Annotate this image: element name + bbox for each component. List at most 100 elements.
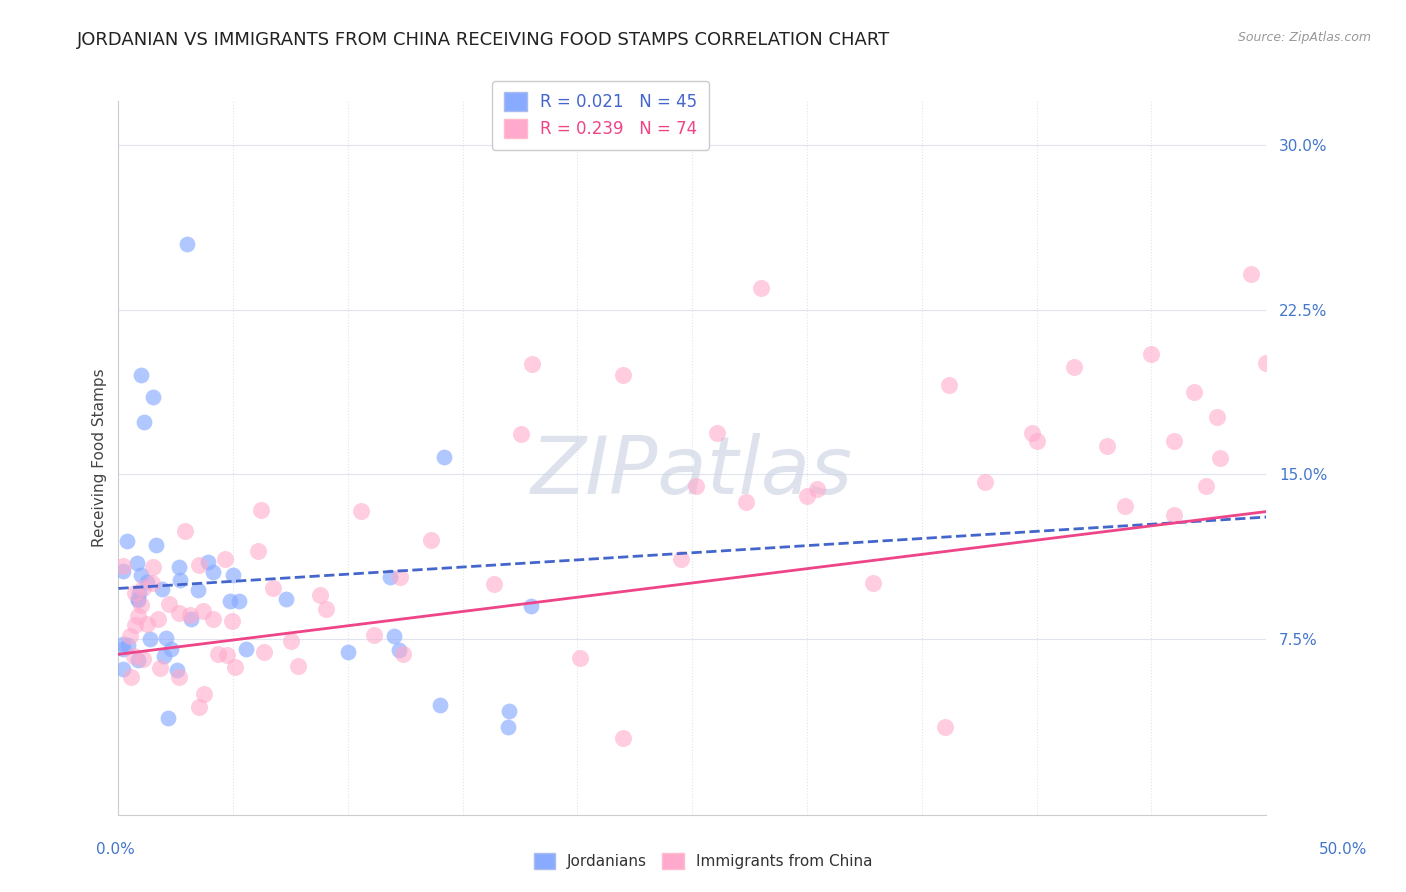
Point xyxy=(112,662,135,676)
Point xyxy=(1205,409,1227,424)
Point xyxy=(180,612,202,626)
Point xyxy=(132,581,155,595)
Point xyxy=(179,607,201,622)
Point xyxy=(222,568,245,582)
Point xyxy=(131,568,153,582)
Point xyxy=(974,475,997,489)
Point xyxy=(498,705,520,719)
Point xyxy=(156,711,179,725)
Point xyxy=(127,593,149,607)
Point xyxy=(671,552,693,566)
Point xyxy=(249,503,271,517)
Point xyxy=(167,670,190,684)
Legend: Jordanians, Immigrants from China: Jordanians, Immigrants from China xyxy=(527,847,879,875)
Point xyxy=(169,606,191,620)
Point xyxy=(157,597,180,611)
Point xyxy=(120,629,142,643)
Point xyxy=(1195,479,1218,493)
Point xyxy=(1209,450,1232,465)
Point xyxy=(128,585,150,599)
Point xyxy=(1254,356,1277,370)
Point xyxy=(520,599,543,614)
Point xyxy=(433,450,456,464)
Point xyxy=(131,368,153,383)
Point xyxy=(150,582,173,597)
Point xyxy=(315,602,337,616)
Point xyxy=(247,544,270,558)
Point xyxy=(127,609,149,624)
Point xyxy=(392,647,415,661)
Point xyxy=(141,575,163,590)
Point xyxy=(122,648,145,663)
Point xyxy=(612,368,634,383)
Point xyxy=(1182,384,1205,399)
Point xyxy=(146,612,169,626)
Point xyxy=(217,648,239,662)
Point xyxy=(1097,439,1119,453)
Point xyxy=(142,559,165,574)
Point xyxy=(253,645,276,659)
Point xyxy=(176,236,198,251)
Point xyxy=(350,504,373,518)
Point xyxy=(568,651,591,665)
Point xyxy=(287,659,309,673)
Point xyxy=(520,358,543,372)
Point xyxy=(132,416,155,430)
Point xyxy=(235,642,257,657)
Point xyxy=(112,637,135,651)
Text: ZIPatlas: ZIPatlas xyxy=(531,434,853,511)
Point xyxy=(112,564,135,578)
Point xyxy=(142,391,165,405)
Point xyxy=(207,647,229,661)
Point xyxy=(419,533,441,548)
Point xyxy=(1140,347,1163,361)
Point xyxy=(214,551,236,566)
Point xyxy=(187,699,209,714)
Point xyxy=(280,634,302,648)
Point xyxy=(112,558,135,573)
Point xyxy=(363,628,385,642)
Point xyxy=(193,687,215,701)
Point xyxy=(159,642,181,657)
Point xyxy=(132,652,155,666)
Point xyxy=(124,617,146,632)
Point xyxy=(1063,360,1085,375)
Point xyxy=(1240,268,1263,282)
Point xyxy=(749,280,772,294)
Point xyxy=(136,616,159,631)
Point xyxy=(378,570,401,584)
Point xyxy=(173,524,195,539)
Point xyxy=(429,698,451,712)
Point xyxy=(219,594,242,608)
Point xyxy=(129,599,152,613)
Point xyxy=(136,575,159,590)
Point xyxy=(1114,499,1136,513)
Point xyxy=(1025,434,1047,449)
Point xyxy=(167,560,190,574)
Point xyxy=(806,482,828,496)
Point xyxy=(796,489,818,503)
Legend: R = 0.021   N = 45, R = 0.239   N = 74: R = 0.021 N = 45, R = 0.239 N = 74 xyxy=(492,81,709,150)
Point xyxy=(388,570,411,584)
Point xyxy=(938,378,960,392)
Text: Source: ZipAtlas.com: Source: ZipAtlas.com xyxy=(1237,31,1371,45)
Point xyxy=(484,576,506,591)
Point xyxy=(510,427,533,442)
Text: JORDANIAN VS IMMIGRANTS FROM CHINA RECEIVING FOOD STAMPS CORRELATION CHART: JORDANIAN VS IMMIGRANTS FROM CHINA RECEI… xyxy=(77,31,890,49)
Text: 50.0%: 50.0% xyxy=(1319,842,1367,856)
Point xyxy=(148,661,170,675)
Point xyxy=(388,642,411,657)
Point xyxy=(1021,425,1043,440)
Point xyxy=(191,604,214,618)
Point xyxy=(274,592,297,607)
Text: 0.0%: 0.0% xyxy=(96,842,135,856)
Point xyxy=(120,670,142,684)
Point xyxy=(221,614,243,628)
Point xyxy=(197,555,219,569)
Point xyxy=(308,588,330,602)
Point xyxy=(117,638,139,652)
Point xyxy=(685,479,707,493)
Point xyxy=(262,582,284,596)
Point xyxy=(228,593,250,607)
Point xyxy=(127,653,149,667)
